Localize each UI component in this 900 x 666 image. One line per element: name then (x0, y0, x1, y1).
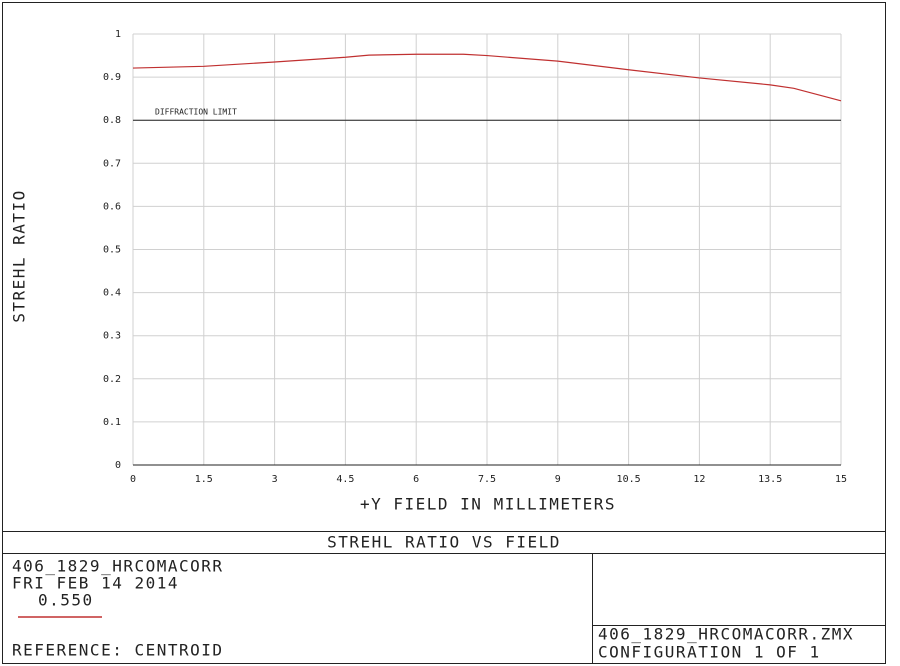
outer-border (2, 2, 886, 664)
y-tick-label: 0.2 (103, 374, 121, 385)
x-tick-label: 0 (130, 474, 136, 485)
y-axis-label: STREHL RATIO (10, 189, 29, 323)
x-tick-label: 4.5 (336, 474, 354, 485)
y-tick-label: 0.5 (103, 245, 121, 256)
y-tick-label: 0.4 (103, 288, 121, 299)
y-tick-label: 0.6 (103, 201, 121, 212)
y-tick-label: 0.9 (103, 72, 121, 83)
y-tick-label: 0.8 (103, 115, 121, 126)
file-name: 406_1829_HRCOMACORR.ZMX (598, 625, 854, 644)
legend-label: 0.550 (38, 591, 94, 610)
x-tick-label: 6 (413, 474, 419, 485)
y-tick-label: 0.3 (103, 331, 121, 342)
y-tick-label: 0.7 (103, 158, 121, 169)
y-tick-label: 0 (115, 460, 121, 471)
reference-label: DIFFRACTION LIMIT (155, 108, 237, 117)
x-tick-label: 7.5 (478, 474, 496, 485)
reference: REFERENCE: CENTROID (12, 641, 224, 660)
x-tick-label: 3 (272, 474, 278, 485)
chart-title: STREHL RATIO VS FIELD (327, 533, 561, 552)
lens-name: 406_1829_HRCOMACORR (12, 557, 224, 576)
x-tick-label: 12 (693, 474, 705, 485)
x-tick-label: 13.5 (758, 474, 782, 485)
series-line (132, 53, 842, 102)
x-tick-label: 9 (555, 474, 561, 485)
x-tick-label: 10.5 (617, 474, 641, 485)
x-axis-label: +Y FIELD IN MILLIMETERS (360, 495, 616, 514)
y-tick-label: 0.1 (103, 417, 121, 428)
configuration: CONFIGURATION 1 OF 1 (598, 643, 821, 662)
date: FRI FEB 14 2014 (12, 574, 179, 593)
y-tick-label: 1 (115, 29, 121, 40)
x-tick-label: 1.5 (195, 474, 213, 485)
x-tick-label: 15 (835, 474, 847, 485)
